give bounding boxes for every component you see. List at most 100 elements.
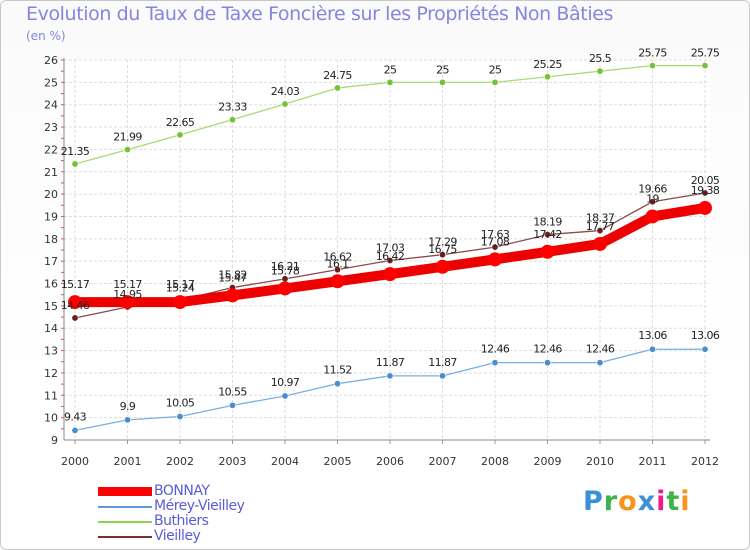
data-label-buthiers: 21.99 [113,131,142,144]
data-point-m-rey-vieilley [386,372,394,380]
data-point-buthiers [596,67,604,75]
data-label-buthiers: 25.25 [533,58,562,71]
logo-letter: P [583,486,604,517]
data-label-m-rey-vieilley: 10.05 [166,397,195,410]
data-point-buthiers [386,78,394,86]
x-tick-label: 2006 [376,455,404,468]
logo-letter: x [637,486,657,517]
y-tick-label: 26 [44,54,58,67]
data-label-bonnay: 15.47 [218,271,247,284]
data-point-m-rey-vieilley [543,359,551,367]
x-tick-label: 2010 [586,455,614,468]
data-point-vieilley [701,189,709,197]
data-point-bonnay [68,295,82,310]
data-label-bonnay: 17.42 [533,228,562,241]
data-label-m-rey-vieilley: 11.52 [323,364,352,377]
y-tick-label: 24 [44,99,58,112]
y-tick-label: 12 [44,367,58,380]
data-point-bonnay [225,288,240,303]
data-label-vieilley: 15.24 [166,282,195,295]
data-label-vieilley: 16.21 [271,260,300,273]
data-label-vieilley: 19.66 [638,183,667,196]
data-label-bonnay: 17.77 [586,220,615,233]
unit-label: (en %) [26,29,66,43]
data-point-buthiers [176,131,184,139]
legend-label: Buthiers [154,513,209,529]
y-tick-label: 16 [44,278,58,291]
y-tick-label: 10 [44,412,58,425]
data-point-vieilley [438,251,446,259]
x-tick-label: 2003 [219,455,247,468]
data-point-bonnay [120,295,135,310]
y-tick-label: 9 [51,434,58,447]
data-point-m-rey-vieilley [229,401,237,409]
data-point-vieilley [386,257,394,265]
legend-label: BONNAY [154,483,210,499]
data-label-buthiers: 24.03 [271,85,300,98]
y-tick-label: 13 [44,345,58,358]
legend-label: Mérey-Vieilley [154,498,245,514]
data-point-bonnay [593,236,607,251]
data-point-m-rey-vieilley [701,345,709,353]
data-point-buthiers [333,84,341,92]
data-label-buthiers: 25.5 [589,52,612,65]
data-point-buthiers [281,100,289,108]
legend-swatch [98,487,152,496]
x-tick-label: 2005 [324,455,352,468]
proxiti-logo: Proxiti [583,486,691,517]
data-point-buthiers [543,73,551,81]
data-label-vieilley: 15.82 [218,269,247,282]
x-tick-label: 2007 [429,455,457,468]
data-label-buthiers: 25 [436,63,449,76]
data-point-m-rey-vieilley [176,413,184,421]
data-label-buthiers: 23.33 [218,101,247,114]
legend-swatch [98,506,152,508]
logo-letter: o [618,486,638,517]
y-tick-label: 25 [44,76,58,89]
x-tick-label: 2009 [534,455,562,468]
data-label-m-rey-vieilley: 12.46 [481,343,510,356]
data-label-buthiers: 24.75 [323,69,352,82]
data-point-m-rey-vieilley [438,372,446,380]
data-label-vieilley: 16.62 [323,251,352,264]
y-tick-label: 14 [44,322,58,335]
data-label-bonnay: 17.08 [481,235,510,248]
data-label-bonnay: 15.78 [271,264,300,277]
data-label-m-rey-vieilley: 11.87 [376,356,405,369]
data-label-bonnay: 16.1 [326,257,348,270]
data-label-m-rey-vieilley: 13.06 [638,329,667,342]
data-point-buthiers [124,146,132,154]
data-label-bonnay: 16.42 [376,250,405,263]
data-point-vieilley [543,231,551,239]
data-point-bonnay [383,267,397,282]
data-label-vieilley: 14.95 [113,288,142,301]
data-label-m-rey-vieilley: 10.97 [271,376,300,389]
data-label-bonnay: 19.38 [691,184,720,197]
data-label-m-rey-vieilley: 12.46 [533,343,562,356]
y-tick-label: 11 [44,389,58,402]
legend-swatch [98,521,152,523]
data-label-m-rey-vieilley: 12.46 [586,343,615,356]
data-point-buthiers [701,62,709,70]
data-label-bonnay: 15.17 [166,278,195,291]
data-point-m-rey-vieilley [491,359,499,367]
data-point-vieilley [596,227,604,235]
data-point-bonnay [645,209,660,224]
data-label-vieilley: 17.29 [428,236,457,249]
data-label-m-rey-vieilley: 10.55 [218,385,247,398]
data-label-bonnay: 15.17 [113,278,142,291]
data-label-buthiers: 22.65 [166,116,195,129]
legend-label: Vieilley [154,528,201,544]
data-label-buthiers: 25 [489,63,502,76]
chart-title: Evolution du Taux de Taxe Foncière sur l… [26,3,614,25]
legend-swatch [98,536,152,538]
y-tick-label: 15 [44,300,58,313]
data-point-m-rey-vieilley [124,416,132,424]
y-tick-label: 17 [44,255,58,268]
y-tick-label: 23 [44,121,58,134]
data-point-m-rey-vieilley [596,359,604,367]
data-label-bonnay: 16.75 [428,243,457,256]
y-tick-label: 21 [44,166,58,179]
data-label-vieilley: 18.19 [533,216,562,229]
